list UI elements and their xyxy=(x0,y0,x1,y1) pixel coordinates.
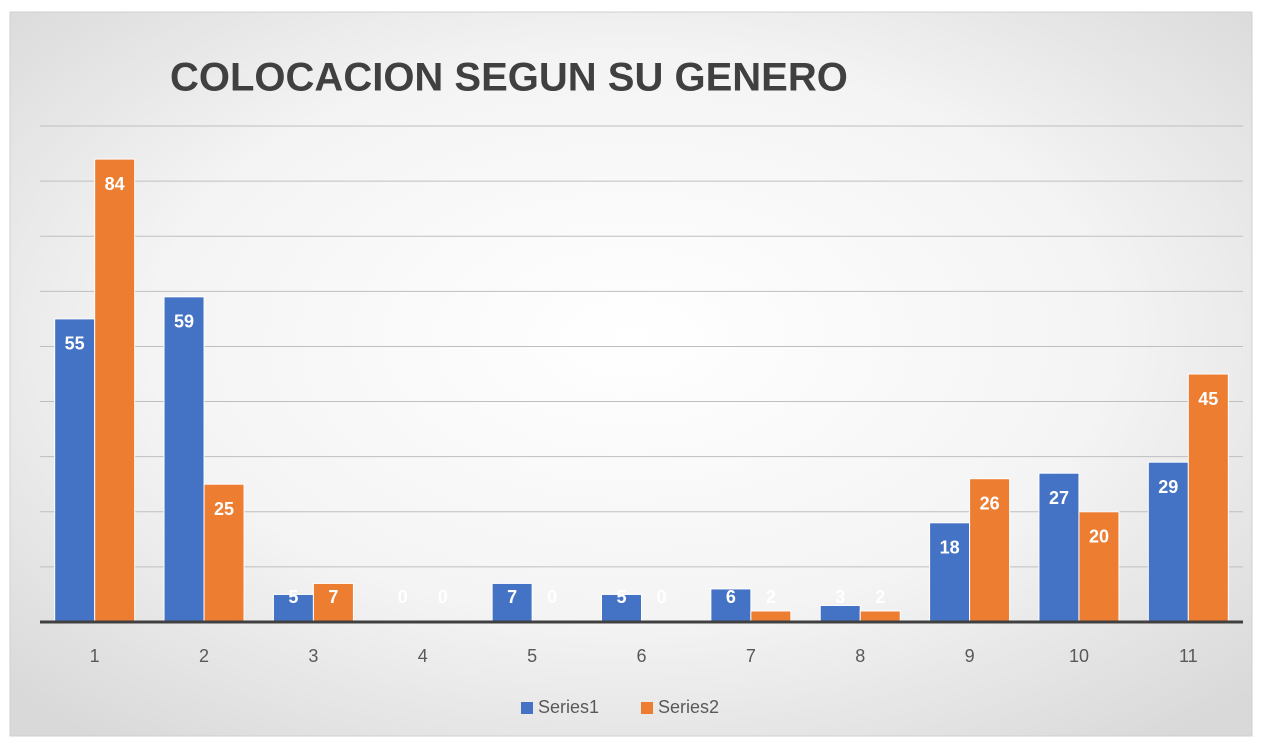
chart-title: COLOCACION SEGUN SU GENERO xyxy=(170,56,848,100)
bar xyxy=(1078,511,1120,623)
bar xyxy=(1187,373,1229,623)
data-label: 20 xyxy=(1089,527,1109,547)
data-label: 6 xyxy=(726,587,736,607)
data-label: 29 xyxy=(1158,477,1178,497)
x-tick-label: 2 xyxy=(199,646,209,666)
bar xyxy=(710,588,752,623)
data-label: 55 xyxy=(65,334,85,354)
data-label: 2 xyxy=(875,587,885,607)
data-label: 5 xyxy=(616,587,626,607)
legend-label: Series1 xyxy=(538,697,599,717)
bar xyxy=(163,296,205,623)
bar xyxy=(750,610,792,623)
data-label: 3 xyxy=(835,587,845,607)
legend-swatch xyxy=(641,702,653,714)
data-label: 0 xyxy=(438,587,448,607)
x-tick-label: 5 xyxy=(527,646,537,666)
x-tick-label: 4 xyxy=(418,646,428,666)
data-label: 2 xyxy=(766,587,776,607)
bar xyxy=(601,593,642,623)
bar xyxy=(54,318,96,623)
bar xyxy=(491,582,533,623)
data-label: 0 xyxy=(656,587,666,607)
bar xyxy=(929,522,971,623)
legend-label: Series2 xyxy=(658,697,719,717)
bar xyxy=(312,582,354,623)
data-label: 0 xyxy=(547,587,557,607)
bar xyxy=(819,604,861,623)
data-label: 84 xyxy=(105,174,125,194)
x-tick-label: 11 xyxy=(1179,646,1198,666)
bar xyxy=(1147,461,1189,623)
x-tick-label: 6 xyxy=(636,646,646,666)
data-label: 7 xyxy=(507,587,517,607)
x-tick-label: 1 xyxy=(90,646,100,666)
data-label: 45 xyxy=(1198,389,1218,409)
x-tick-label: 10 xyxy=(1069,646,1089,666)
legend-swatch xyxy=(521,702,533,714)
data-label: 5 xyxy=(288,587,298,607)
bar xyxy=(1038,472,1080,623)
bar xyxy=(859,610,901,623)
data-label: 0 xyxy=(398,587,408,607)
data-label: 59 xyxy=(174,312,194,332)
bar xyxy=(969,478,1011,623)
data-label: 26 xyxy=(980,493,1000,513)
data-label: 25 xyxy=(214,499,234,519)
data-label: 7 xyxy=(328,587,338,607)
x-tick-label: 3 xyxy=(308,646,318,666)
data-label: 27 xyxy=(1049,488,1069,508)
bar xyxy=(94,158,136,623)
bar xyxy=(203,483,245,623)
x-tick-label: 8 xyxy=(855,646,865,666)
data-label: 18 xyxy=(940,538,960,558)
x-tick-label: 9 xyxy=(965,646,975,666)
x-tick-label: 7 xyxy=(746,646,756,666)
